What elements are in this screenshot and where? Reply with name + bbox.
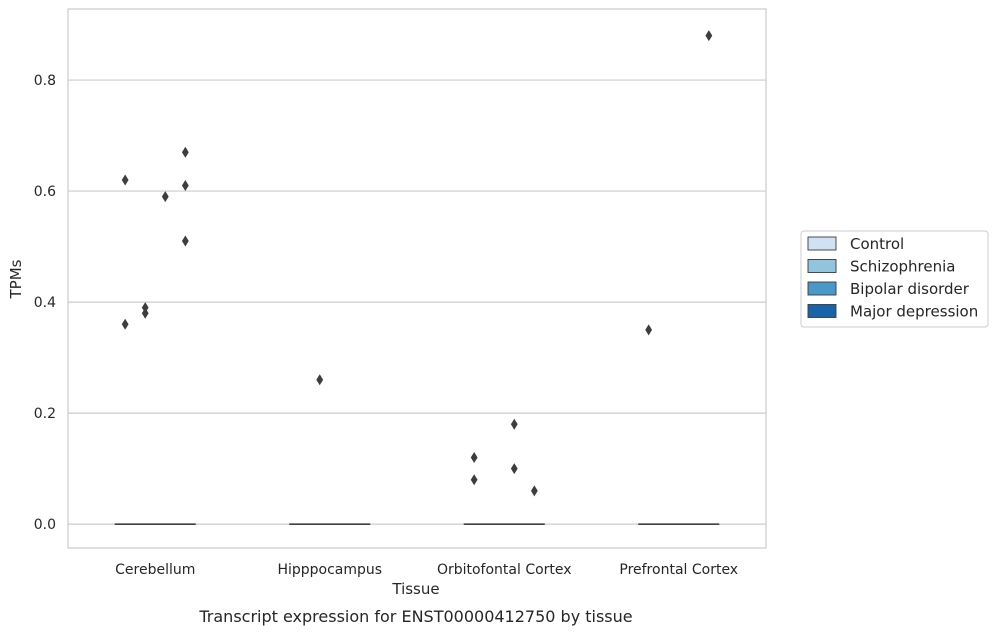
y-tick-label-1: 0.2 <box>34 406 56 422</box>
legend-swatch-1 <box>807 259 837 273</box>
legend-swatch-2 <box>807 281 837 296</box>
outlier-1-1-0 <box>316 374 324 386</box>
outlier-3-3-0 <box>705 30 713 42</box>
outlier-2-2-0 <box>510 418 518 430</box>
x-tick-label-0: Cerebellum <box>115 562 195 578</box>
x-axis-title: Tissue <box>391 580 439 598</box>
outlier-3-2-0 <box>530 485 538 497</box>
y-tick-label-3: 0.6 <box>34 184 56 200</box>
legend-swatch-3 <box>807 304 837 318</box>
outlier-0-0-0 <box>121 174 129 186</box>
y-tick-label-0: 0.0 <box>34 517 56 533</box>
legend: Control Schizophrenia Bipolar disorder Majo… <box>800 230 989 328</box>
y-tick-label-2: 0.4 <box>34 295 56 311</box>
legend-label-0: Control <box>850 235 904 253</box>
outlier-1-0-1 <box>141 307 149 319</box>
outlier-3-0-2 <box>181 235 189 247</box>
x-tick-labels: Cerebellum Hipppocampus Orbitofontal Corte… <box>115 562 738 578</box>
outlier-0-0-1 <box>121 318 129 330</box>
legend-frame <box>800 230 989 328</box>
gridlines <box>68 79 766 525</box>
y-tick-labels: 0.0 0.2 0.4 0.6 0.8 <box>34 73 56 533</box>
outlier-0-3-0 <box>645 324 653 336</box>
outlier-0-2-1 <box>470 474 478 486</box>
legend-label-2: Bipolar disorder <box>850 280 970 298</box>
legend-label-3: Major depression <box>850 303 978 321</box>
plot-frame <box>67 8 767 549</box>
x-tick-label-3: Prefrontal Cortex <box>619 562 738 578</box>
outlier-2-0-0 <box>161 191 169 203</box>
outlier-2-2-1 <box>510 463 518 475</box>
chart-caption: Transcript expression for ENST0000041275… <box>198 607 632 626</box>
y-axis-title: TPMs <box>7 259 25 299</box>
x-tick-label-1: Hipppocampus <box>277 562 382 578</box>
legend-label-1: Schizophrenia <box>850 258 955 276</box>
outlier-1-0-0 <box>141 302 149 314</box>
outlier-0-2-0 <box>470 452 478 464</box>
outlier-3-0-1 <box>181 180 189 192</box>
outlier-3-0-0 <box>181 146 189 158</box>
outliers <box>121 30 713 497</box>
y-tick-label-4: 0.8 <box>34 73 56 89</box>
legend-swatch-0 <box>807 236 837 251</box>
x-tick-label-2: Orbitofontal Cortex <box>437 562 572 578</box>
